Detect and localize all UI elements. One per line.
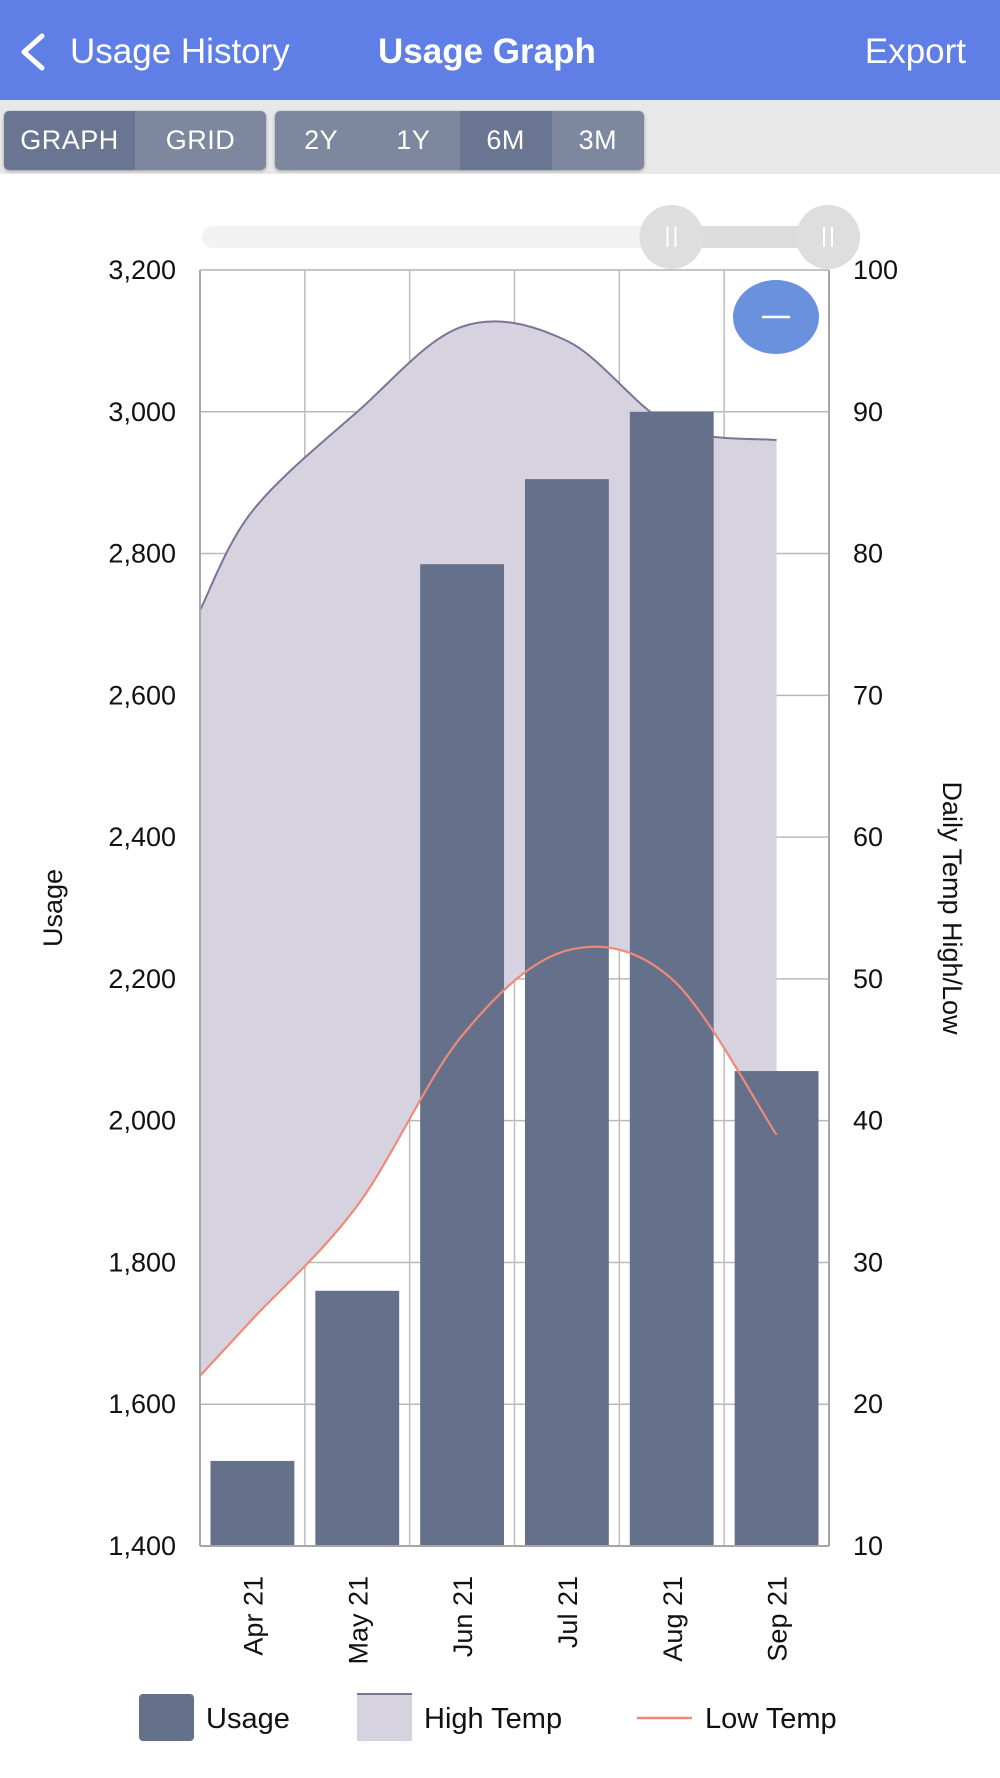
legend-label-usage: Usage bbox=[206, 1703, 290, 1735]
export-button[interactable]: Export bbox=[864, 32, 966, 71]
x-axis-tick-label: Apr 21 bbox=[238, 1576, 268, 1656]
legend-item-usage[interactable]: Usage bbox=[139, 1694, 290, 1741]
range-6m-button[interactable]: 6M bbox=[459, 111, 552, 170]
right-axis-tick-label: 70 bbox=[853, 680, 883, 710]
right-axis-tick-label: 40 bbox=[853, 1106, 883, 1136]
range-3m-button[interactable]: 3M bbox=[551, 111, 644, 170]
legend-label-low-temp: Low Temp bbox=[705, 1703, 837, 1735]
legend-label-high-temp: High Temp bbox=[424, 1703, 562, 1735]
chevron-left-icon[interactable] bbox=[14, 30, 50, 74]
left-axis-title: Usage bbox=[38, 869, 68, 947]
right-axis-tick-label: 30 bbox=[853, 1247, 883, 1277]
slider-handle-knob bbox=[796, 205, 860, 269]
range-toggle: 2Y 1Y 6M 3M bbox=[275, 111, 644, 170]
graph-view-button[interactable]: GRAPH bbox=[4, 111, 135, 170]
left-axis-tick-label: 3,200 bbox=[108, 255, 176, 285]
zoom-out-button[interactable] bbox=[733, 280, 819, 354]
right-axis-tick-label: 100 bbox=[853, 255, 898, 285]
range-slider-end-handle[interactable] bbox=[796, 205, 860, 269]
left-axis-tick-label: 2,000 bbox=[108, 1106, 176, 1136]
left-axis-tick-label: 2,600 bbox=[108, 680, 176, 710]
x-axis-tick-label: May 21 bbox=[343, 1576, 373, 1665]
grid-view-button[interactable]: GRID bbox=[135, 111, 266, 170]
left-axis-tick-label: 2,200 bbox=[108, 964, 176, 994]
range-1y-button[interactable]: 1Y bbox=[367, 111, 460, 170]
toolbar: GRAPH GRID 2Y 1Y 6M 3M bbox=[0, 100, 1000, 174]
usage-bar[interactable] bbox=[734, 1071, 819, 1546]
app-header: Usage History Usage Graph Export bbox=[0, 0, 1000, 100]
usage-bar[interactable] bbox=[315, 1290, 400, 1546]
right-axis-tick-label: 60 bbox=[853, 822, 883, 852]
right-axis-title: Daily Temp High/Low bbox=[937, 781, 967, 1035]
usage-bar[interactable] bbox=[524, 479, 609, 1547]
range-slider-start-handle[interactable] bbox=[639, 205, 704, 269]
page-title: Usage Graph bbox=[378, 32, 596, 71]
legend-item-low-temp[interactable]: Low Temp bbox=[637, 1703, 837, 1735]
back-button[interactable]: Usage History bbox=[70, 32, 290, 71]
view-toggle: GRAPH GRID bbox=[4, 111, 266, 170]
right-axis-tick-label: 80 bbox=[853, 539, 883, 569]
usage-bar[interactable] bbox=[420, 564, 505, 1546]
right-axis-tick-label: 90 bbox=[853, 397, 883, 427]
x-axis-tick-label: Jul 21 bbox=[553, 1576, 583, 1648]
legend-swatch-high-temp bbox=[357, 1694, 412, 1741]
usage-chart: 1,400 10 1,600 20 1,800 30 2,000 40 2,200 50 2,400… bbox=[38, 205, 967, 1741]
legend-item-high-temp[interactable]: High Temp bbox=[357, 1693, 562, 1741]
x-axis-tick-label: Sep 21 bbox=[763, 1576, 793, 1662]
right-axis-tick-label: 20 bbox=[853, 1389, 883, 1419]
left-axis-tick-label: 1,800 bbox=[108, 1247, 176, 1277]
left-axis-tick-label: 2,400 bbox=[108, 822, 176, 852]
range-slider-selection bbox=[671, 226, 828, 248]
range-2y-button[interactable]: 2Y bbox=[275, 111, 368, 170]
left-axis-tick-label: 2,800 bbox=[108, 539, 176, 569]
low-temp-line bbox=[199, 945, 778, 1377]
right-axis-tick-label: 50 bbox=[853, 964, 883, 994]
x-axis-tick-label: Jun 21 bbox=[448, 1576, 478, 1657]
right-axis-tick-label: 10 bbox=[853, 1531, 883, 1561]
legend-swatch-usage bbox=[139, 1694, 194, 1741]
left-axis-tick-label: 3,000 bbox=[108, 397, 176, 427]
left-axis-tick-label: 1,400 bbox=[108, 1531, 176, 1561]
usage-bar[interactable] bbox=[210, 1460, 295, 1546]
slider-handle-knob bbox=[639, 205, 704, 269]
left-axis-tick-label: 1,600 bbox=[108, 1389, 176, 1419]
x-axis-tick-label: Aug 21 bbox=[658, 1576, 688, 1662]
